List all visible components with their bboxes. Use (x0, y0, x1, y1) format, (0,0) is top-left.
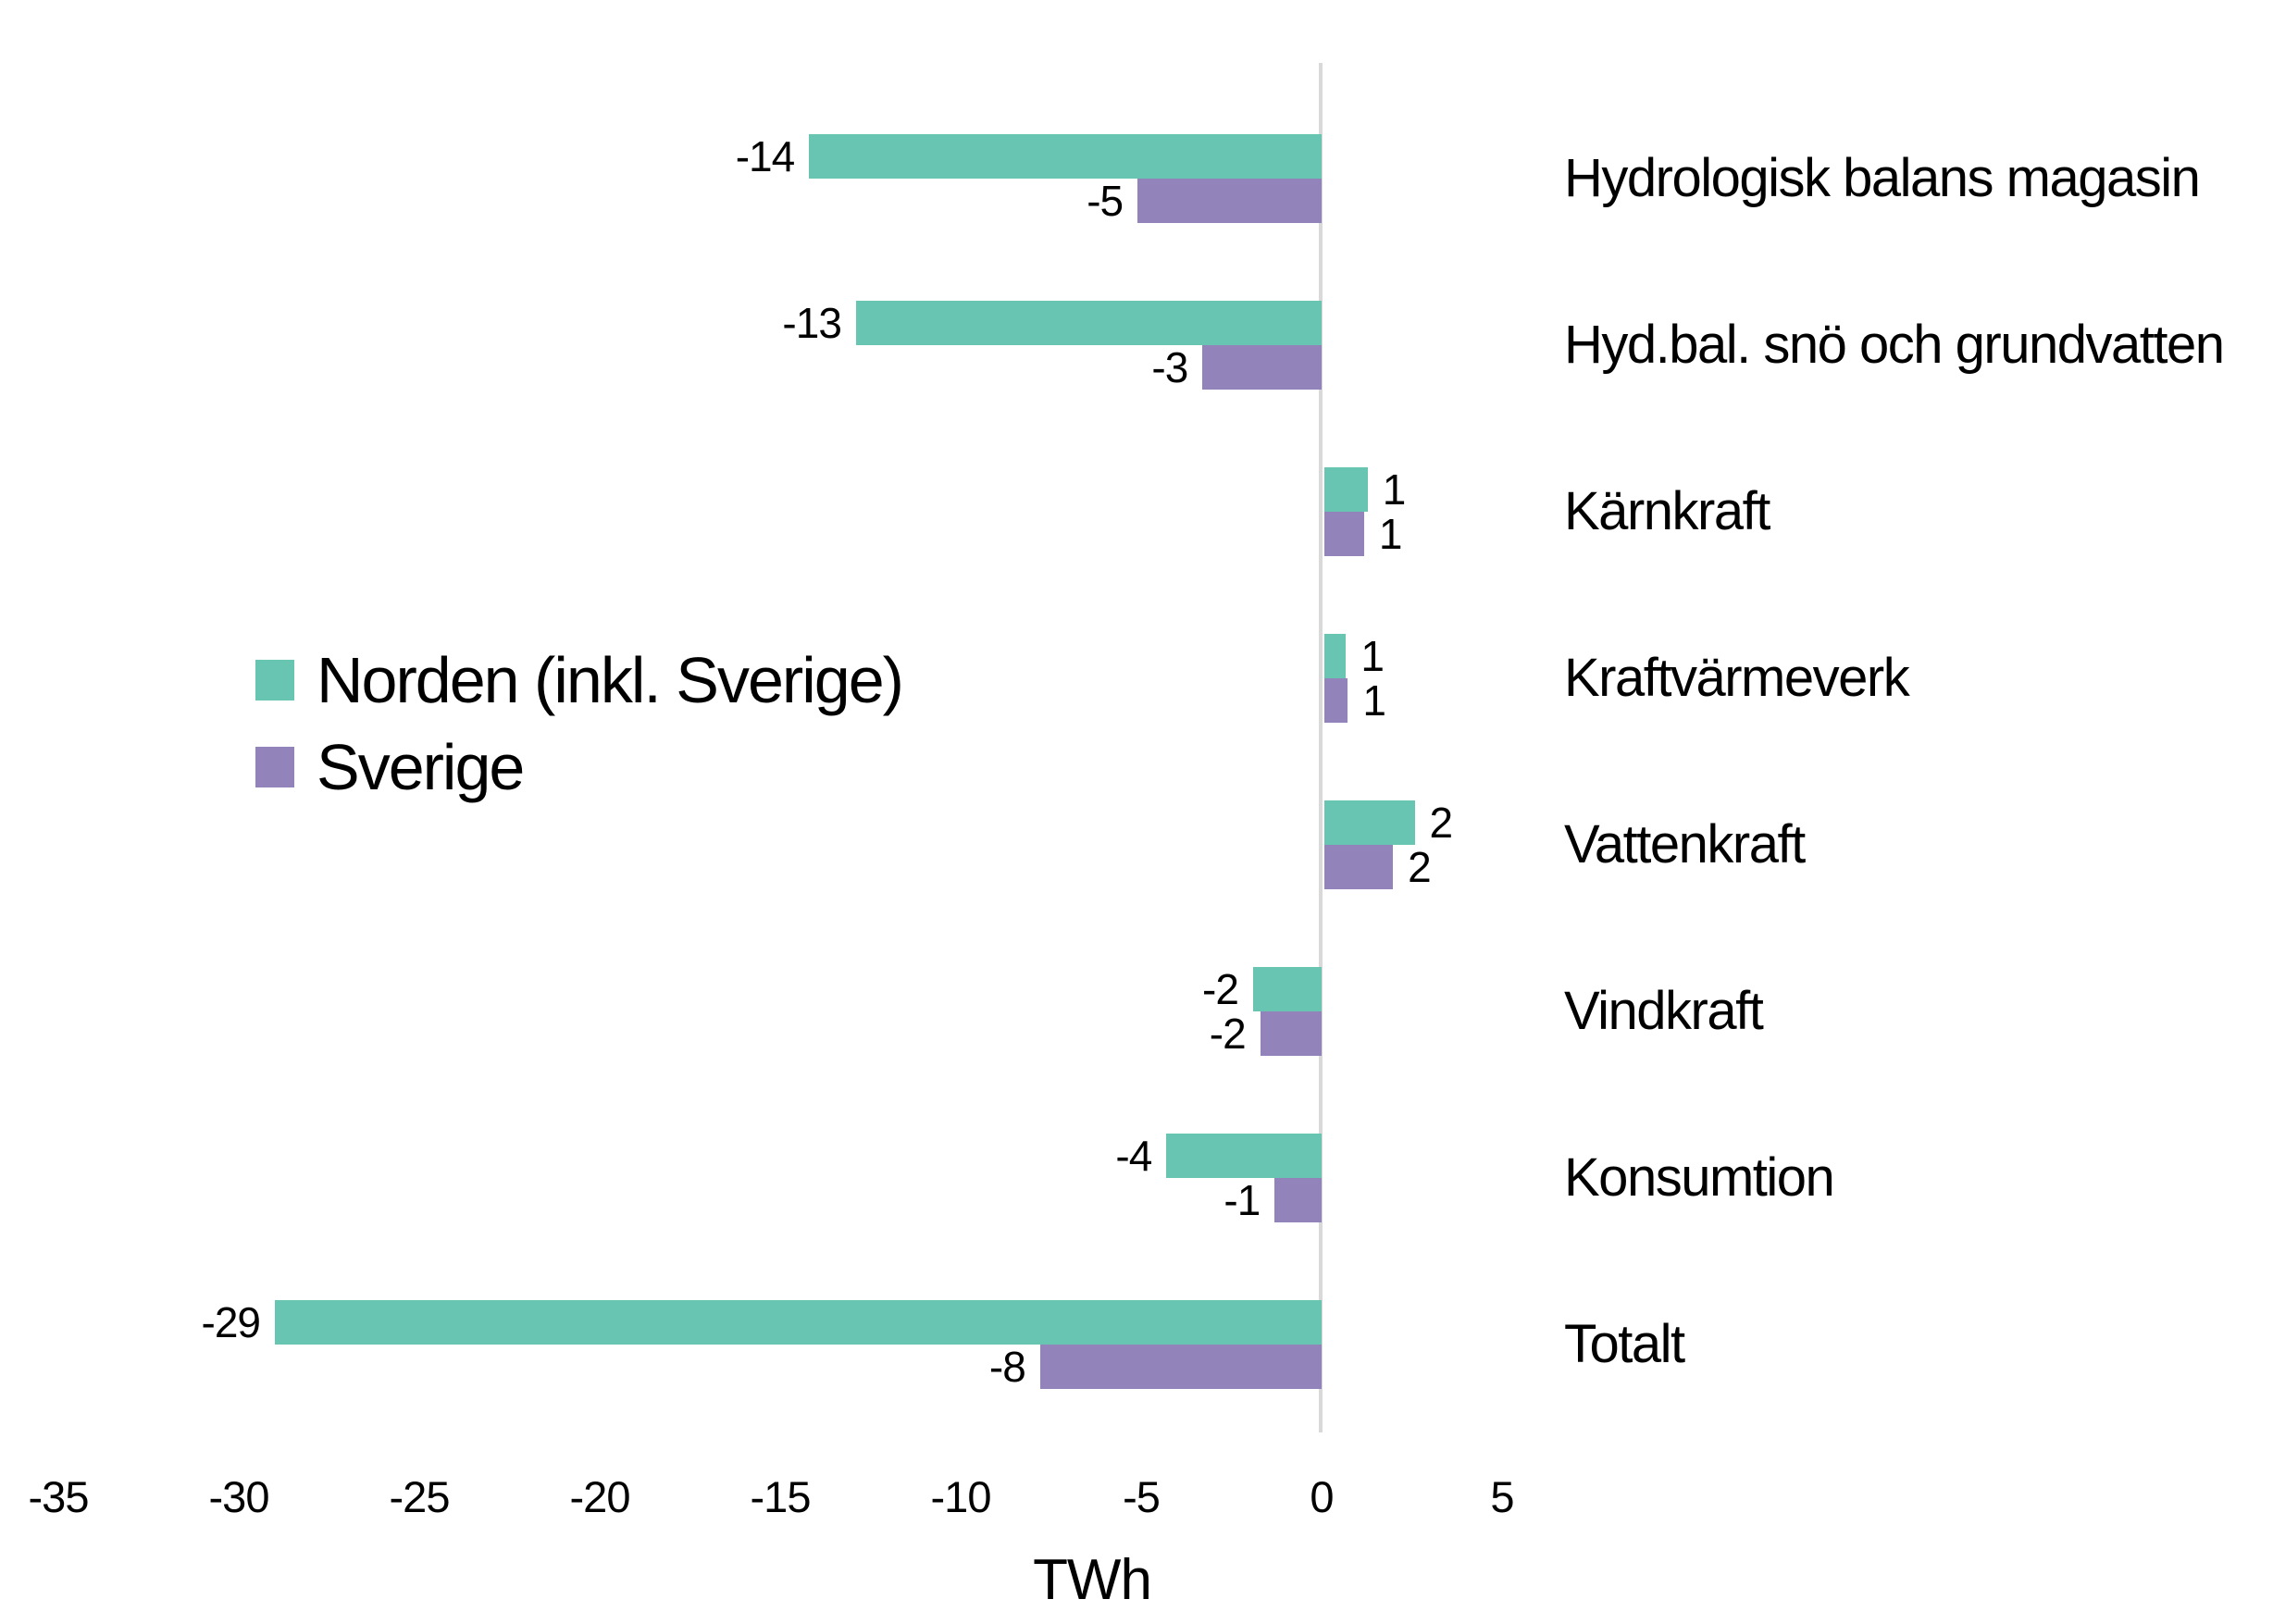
legend-item-norden: Norden (inkl. Sverige) (255, 644, 904, 716)
x-axis-title: TWh (1033, 1548, 1152, 1612)
bar-value-label: -5 (1087, 177, 1124, 225)
bar-value-label: -3 (1151, 343, 1188, 391)
bar-norden-1 (855, 301, 1322, 345)
bar-sverige-7 (1039, 1345, 1322, 1389)
bar-norden-5 (1252, 967, 1322, 1011)
bar-value-label: -2 (1209, 1010, 1247, 1058)
legend-swatch-icon (255, 660, 294, 700)
x-tick-label--25: -25 (389, 1472, 451, 1521)
zero-axis-line (1319, 63, 1323, 1432)
bar-norden-7 (275, 1300, 1322, 1345)
bar-value-label: -13 (782, 299, 841, 347)
bar-norden-6 (1166, 1134, 1322, 1178)
bar-norden-0 (809, 134, 1322, 179)
bar-value-label: -29 (201, 1298, 261, 1346)
bar-value-label: 1 (1362, 676, 1386, 725)
bar-norden-4 (1324, 800, 1415, 845)
category-label-7: Totalt (1564, 1314, 1685, 1374)
bar-value-label: -8 (988, 1343, 1026, 1391)
category-label-3: Kraftvärmeverk (1564, 648, 1910, 708)
legend-label: Sverige (317, 731, 525, 803)
legend-item-sverige: Sverige (255, 731, 902, 803)
category-label-4: Vattenkraft (1564, 814, 1806, 874)
x-tick-label--35: -35 (28, 1472, 90, 1521)
category-label-1: Hyd.bal. snö och grundvatten (1564, 315, 2225, 375)
x-tick-label--5: -5 (1123, 1472, 1161, 1521)
bar-sverige-6 (1274, 1178, 1322, 1222)
bar-sverige-5 (1260, 1011, 1322, 1056)
legend-label: Norden (inkl. Sverige) (317, 644, 904, 716)
bar-value-label: -1 (1223, 1176, 1261, 1224)
x-tick-label-5: 5 (1490, 1472, 1514, 1521)
bar-value-label: 1 (1382, 465, 1407, 514)
bar-value-label: 2 (1408, 843, 1432, 891)
bar-norden-3 (1324, 634, 1347, 678)
bar-value-label: 1 (1360, 632, 1385, 680)
bar-sverige-4 (1324, 845, 1394, 889)
bar-value-label: 2 (1429, 799, 1454, 847)
chart-legend: Norden (inkl. Sverige) Sverige (255, 644, 904, 826)
x-tick-label--30: -30 (208, 1472, 270, 1521)
bar-value-label: 1 (1378, 510, 1403, 558)
bar-norden-2 (1324, 467, 1368, 512)
bar-sverige-2 (1324, 512, 1364, 556)
category-label-2: Kärnkraft (1564, 481, 1770, 541)
x-tick-label-0: 0 (1310, 1472, 1334, 1521)
bar-value-label: -14 (735, 132, 795, 180)
legend-swatch-icon (255, 747, 294, 787)
x-tick-label--10: -10 (930, 1472, 992, 1521)
x-tick-label--20: -20 (569, 1472, 631, 1521)
bar-value-label: -2 (1202, 965, 1239, 1013)
bar-value-label: -4 (1115, 1132, 1152, 1180)
bar-sverige-3 (1324, 678, 1348, 723)
category-label-0: Hydrologisk balans magasin (1564, 148, 2201, 208)
category-label-6: Konsumtion (1564, 1147, 1835, 1208)
category-label-5: Vindkraft (1564, 981, 1764, 1041)
bar-sverige-0 (1137, 179, 1322, 223)
bar-sverige-1 (1202, 345, 1322, 390)
x-tick-label--15: -15 (750, 1472, 812, 1521)
